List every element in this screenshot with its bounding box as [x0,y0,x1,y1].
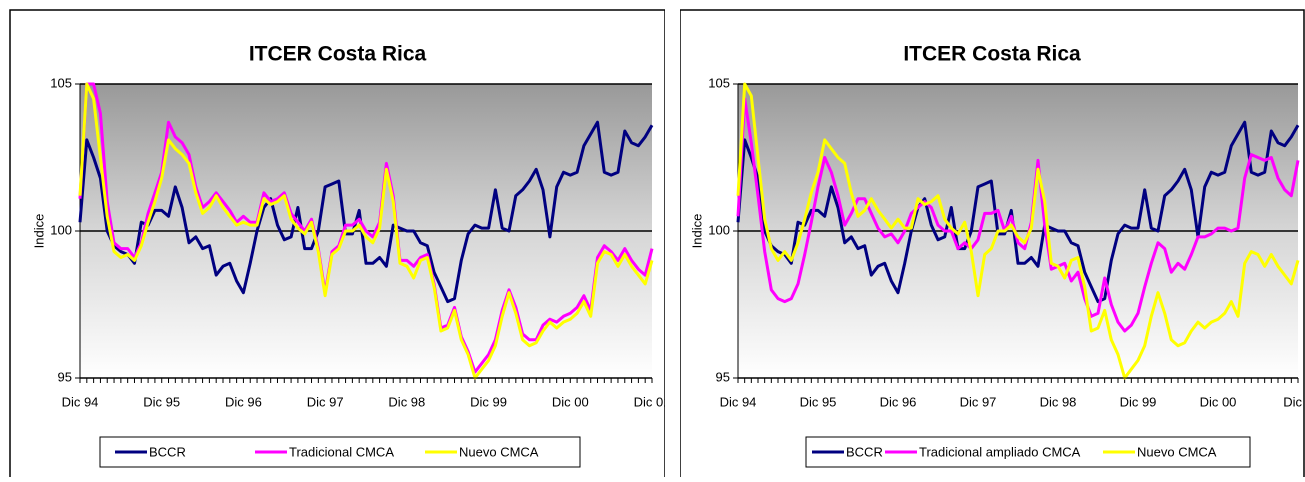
legend-label: Nuevo CMCA [459,444,539,459]
x-tick-label: Dic 98 [388,394,425,409]
y-tick-label: 95 [716,369,730,384]
y-tick-label: 100 [708,222,730,237]
chart-title: ITCER Costa Rica [903,43,1081,66]
x-tick-label: Dic 98 [1040,394,1077,409]
x-tick-label: Dic 97 [960,394,997,409]
x-tick-label: Dic 96 [225,394,262,409]
y-axis-label: Indice [689,214,704,249]
y-tick-label: 105 [50,75,72,90]
x-tick-label: Dic 99 [470,394,507,409]
series-line [736,120,1300,304]
y-tick-label: 95 [58,369,72,384]
y-tick-label: 105 [708,75,730,90]
series-line [78,82,654,374]
plot-bg [80,84,652,231]
legend-box [805,436,1251,468]
x-tick-label: Dic 00 [1200,394,1237,409]
legend-label: Nuevo CMCA [1137,444,1217,459]
legend-label: BCCR [149,444,186,459]
x-tick-label: Dic 99 [1120,394,1157,409]
series-line [736,82,1300,380]
legend-box [99,436,581,468]
y-tick-label: 100 [50,222,72,237]
x-tick-label: Dic 96 [880,394,917,409]
legend-label: BCCR [846,444,883,459]
x-tick-label: Dic 97 [307,394,344,409]
y-axis-label: Indice [31,214,46,249]
x-tick-label: Dic 94 [720,394,757,409]
legend-label: Tradicional CMCA [289,444,394,459]
x-tick-label: Dic 00 [552,394,589,409]
series-line [78,82,654,380]
plot [78,82,654,380]
chart-title: ITCER Costa Rica [249,43,427,66]
series-line [78,120,654,304]
x-tick-label: Dic 95 [800,394,837,409]
x-tick-label: Dic 0 [1283,394,1305,409]
x-tick-label: Dic 95 [143,394,180,409]
legend-label: Tradicional ampliado CMCA [919,444,1081,459]
x-tick-label: Dic 94 [62,394,99,409]
plot-bg [738,84,1298,231]
chart: ITCER Costa Rica 95 100 105 Indice Dic 94 Dic … [9,9,671,477]
plot [736,82,1300,380]
chart: ITCER Costa Rica 95 100 105 Indice Dic 94 Dic … [680,9,1305,477]
series-line [736,97,1300,333]
x-tick-label: Dic 01 [634,394,671,409]
